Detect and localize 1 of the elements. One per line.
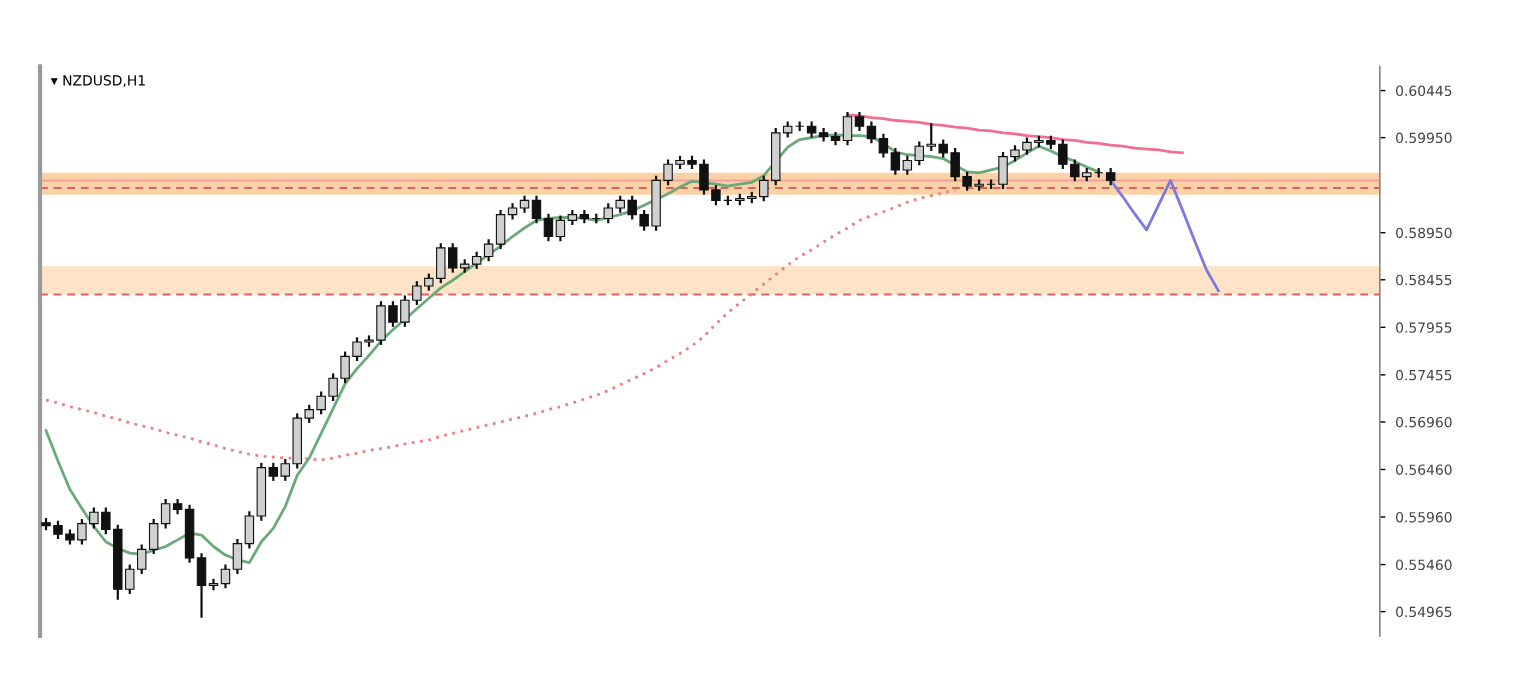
line-series [44, 188, 957, 462]
